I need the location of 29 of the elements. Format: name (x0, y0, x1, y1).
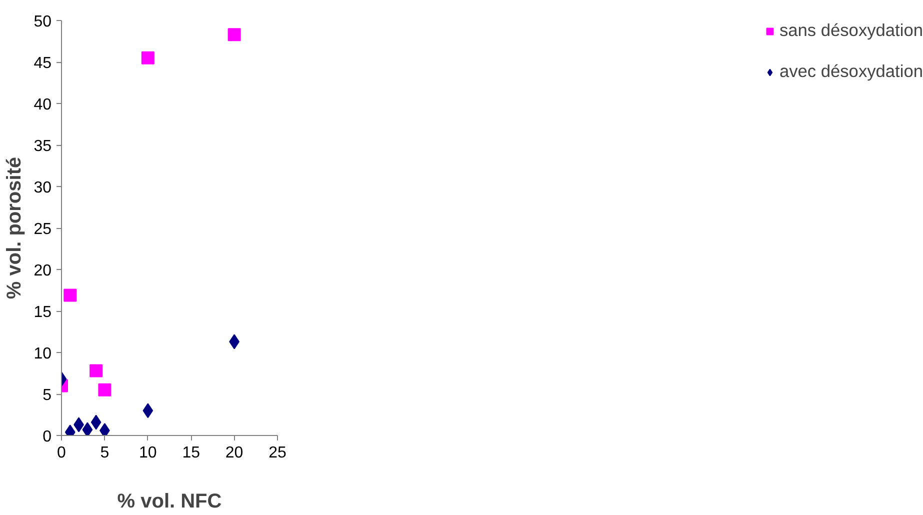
y-tick-label: 30 (34, 180, 52, 196)
x-axis-title: % vol. NFC (117, 490, 222, 512)
y-axis-title: % vol. porosité (4, 156, 26, 300)
y-tick-label: 10 (34, 346, 52, 362)
y-tick-label: 40 (34, 96, 52, 114)
y-tick-label: 35 (34, 138, 52, 155)
y-tick-label: 20 (34, 262, 52, 280)
point (90, 364, 103, 378)
x-tick-label: 25 (268, 444, 286, 462)
point (64, 288, 77, 302)
x-tick-label: 10 (139, 444, 157, 462)
y-tick-label: 15 (34, 304, 52, 321)
x-tick-label: 15 (182, 444, 200, 462)
point (228, 28, 241, 42)
y-tick-label: 5 (42, 387, 52, 404)
legend-label: avec désoxydation (779, 61, 923, 82)
point (142, 403, 154, 418)
x-tick-label: 5 (100, 444, 110, 462)
point (90, 414, 102, 430)
point (141, 51, 154, 64)
y-tick-label: 25 (34, 221, 52, 238)
legend-label: sans désoxydation (779, 20, 923, 41)
y-tick-label: 0 (42, 428, 52, 446)
point (82, 422, 93, 436)
point (98, 383, 112, 396)
y-tick-label: 50 (34, 14, 52, 30)
y-tick-label: 45 (34, 55, 52, 72)
x-tick-label: 0 (57, 444, 66, 462)
x-tick-label: 20 (225, 444, 244, 462)
